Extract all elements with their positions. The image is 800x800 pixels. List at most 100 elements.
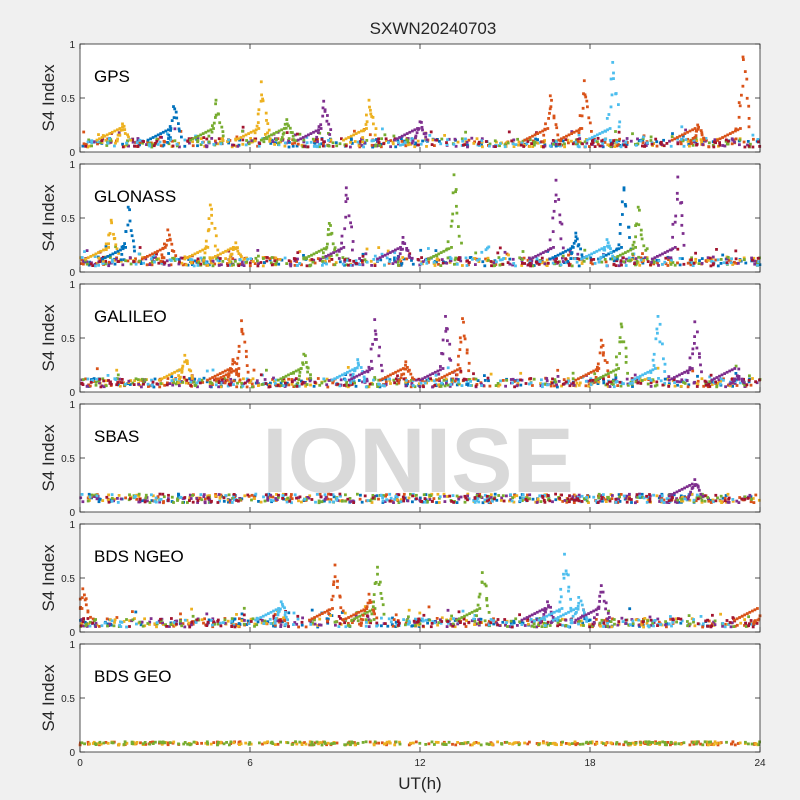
data-point <box>257 127 261 130</box>
data-point <box>636 376 639 379</box>
data-point <box>384 376 387 379</box>
data-point <box>419 248 423 252</box>
data-point <box>321 144 325 148</box>
data-point <box>275 493 278 496</box>
data-point <box>670 258 673 262</box>
data-point <box>306 145 310 149</box>
data-point <box>547 496 551 500</box>
data-point <box>631 132 634 136</box>
data-point <box>751 625 755 629</box>
data-point <box>91 253 95 257</box>
data-point <box>434 249 438 252</box>
data-point <box>107 242 110 246</box>
data-point <box>94 264 97 268</box>
data-point <box>529 377 533 380</box>
data-point <box>622 382 625 386</box>
data-point <box>628 497 631 500</box>
data-point <box>434 253 438 257</box>
data-point <box>683 486 686 490</box>
data-point <box>178 260 181 264</box>
data-point <box>93 255 97 258</box>
data-point <box>521 621 525 625</box>
data-point <box>610 382 614 385</box>
data-point <box>343 621 346 625</box>
data-point <box>201 381 205 384</box>
data-point <box>342 384 346 387</box>
data-point <box>128 256 132 259</box>
data-point <box>593 134 597 138</box>
data-point <box>589 377 593 381</box>
data-point <box>238 380 241 383</box>
data-point <box>223 618 227 622</box>
data-point <box>314 145 318 148</box>
data-point <box>146 499 149 503</box>
data-point <box>435 501 438 504</box>
data-point <box>438 377 441 381</box>
data-point <box>681 133 684 137</box>
data-point <box>557 138 561 142</box>
data-point <box>396 247 400 251</box>
data-point <box>287 625 290 628</box>
data-point <box>445 143 449 146</box>
data-point <box>529 618 533 621</box>
data-point <box>414 134 418 138</box>
data-point <box>230 624 234 628</box>
data-point <box>359 493 362 497</box>
data-point <box>193 377 197 381</box>
data-point <box>516 137 519 141</box>
data-point <box>690 142 694 145</box>
data-point <box>213 244 217 248</box>
data-point <box>603 359 607 362</box>
data-point <box>585 99 589 103</box>
data-point <box>89 381 93 384</box>
data-point <box>309 620 313 623</box>
data-point <box>675 374 679 378</box>
data-point <box>378 256 382 260</box>
data-point <box>258 617 262 621</box>
data-point <box>156 249 159 253</box>
data-point <box>402 372 406 376</box>
data-point <box>331 145 335 148</box>
data-point <box>357 144 361 147</box>
data-point <box>444 329 448 333</box>
data-point <box>97 256 101 260</box>
data-point <box>81 378 85 381</box>
data-point <box>696 622 700 626</box>
data-point <box>319 623 323 627</box>
data-point <box>94 618 97 621</box>
data-point <box>362 145 365 149</box>
data-point <box>729 261 733 265</box>
data-point <box>559 263 563 267</box>
data-point <box>503 257 507 260</box>
data-point <box>88 624 92 628</box>
data-point <box>472 377 476 381</box>
data-point <box>323 493 327 497</box>
data-point <box>301 361 304 365</box>
data-point <box>457 354 460 358</box>
data-point <box>408 252 412 256</box>
data-point <box>751 497 755 500</box>
data-point <box>370 143 374 147</box>
data-point <box>134 377 138 381</box>
data-point <box>692 381 696 385</box>
data-point <box>721 624 724 628</box>
data-point <box>565 500 569 504</box>
data-point <box>655 494 659 498</box>
data-point <box>631 247 635 251</box>
data-point <box>316 624 320 627</box>
data-point <box>363 494 367 498</box>
data-point <box>210 130 214 134</box>
data-point <box>293 264 297 267</box>
data-point <box>279 619 283 623</box>
data-point <box>90 139 93 143</box>
data-point <box>680 372 684 375</box>
data-point <box>612 259 616 263</box>
data-point <box>148 263 152 266</box>
data-point <box>437 372 441 376</box>
data-point <box>158 248 162 252</box>
data-point <box>637 618 641 622</box>
data-point <box>292 611 296 615</box>
data-point <box>463 494 467 498</box>
data-point <box>495 621 499 625</box>
